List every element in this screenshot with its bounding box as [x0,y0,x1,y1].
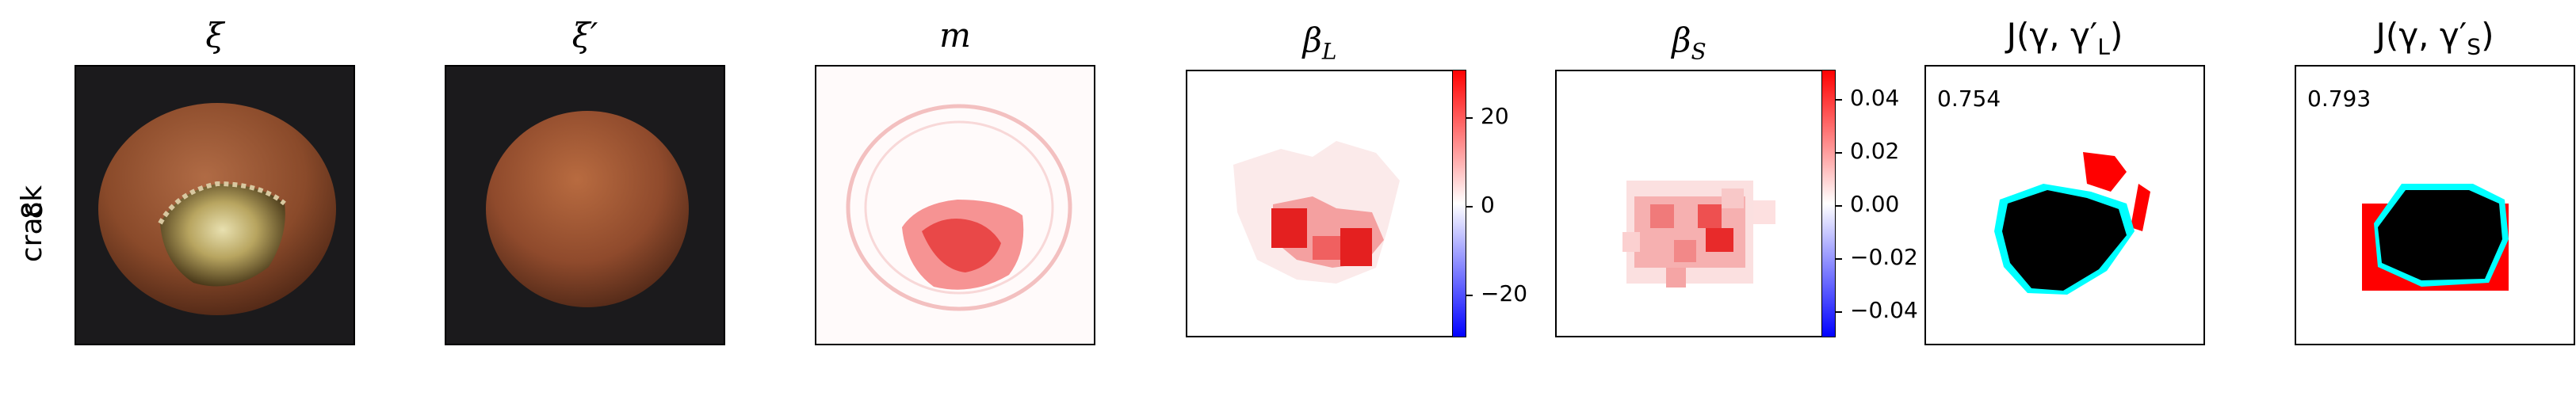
panel-title-jaccard-s: J(γ, γ′S) [2375,16,2494,60]
difference-map [815,65,1095,345]
panel-title-m: m [939,16,971,55]
colorbar-beta-s-tick: 0.02 [1850,138,1900,164]
row-label-class: crack [16,185,49,263]
panel-title-beta-s: βS [1672,21,1707,65]
panel-title-beta-l: βL [1302,21,1337,65]
panel-beta-s: βS [1555,21,1823,337]
nut-image-crack [75,65,355,345]
nut-image-reconstruction [445,65,725,345]
colorbar-beta-l-tick: 0 [1481,192,1495,218]
panel-title-jaccard-l: J(γ, γ′L) [2006,16,2123,60]
colorbar-beta-s-tick: 0.00 [1850,191,1900,217]
panel-beta-l: βL [1186,21,1454,337]
beta-s-heatmap [1555,70,1823,337]
panel-jaccard-l: J(γ, γ′L) 0.754 [1924,16,2205,345]
row-label-index: 8 [16,201,49,219]
jaccard-l-score: 0.754 [1937,86,2001,112]
panel-title-xi: ξ [205,16,224,55]
panel-xi-prime: ξ′ [445,16,725,345]
row-label: crack 8 [0,0,63,396]
panel-jaccard-s: J(γ, γ′S) 0.793 [2295,16,2575,345]
colorbar-beta-l-tick: −20 [1481,280,1528,307]
colorbar-beta-s-tick: 0.04 [1850,85,1900,111]
colorbar-beta-l [1452,70,1466,337]
colorbar-beta-l-tick: 20 [1481,103,1509,129]
panel-m: m [815,16,1095,345]
colorbar-beta-s [1821,70,1836,337]
colorbar-beta-s-tick: −0.04 [1850,297,1918,323]
beta-l-heatmap [1186,70,1454,337]
panel-xi: ξ [75,16,355,345]
jaccard-l-overlay [1924,65,2205,345]
panel-title-xi-prime: ξ′ [571,16,598,55]
jaccard-s-overlay [2295,65,2575,345]
jaccard-s-score: 0.793 [2307,86,2372,112]
colorbar-beta-s-tick: −0.02 [1850,244,1918,270]
